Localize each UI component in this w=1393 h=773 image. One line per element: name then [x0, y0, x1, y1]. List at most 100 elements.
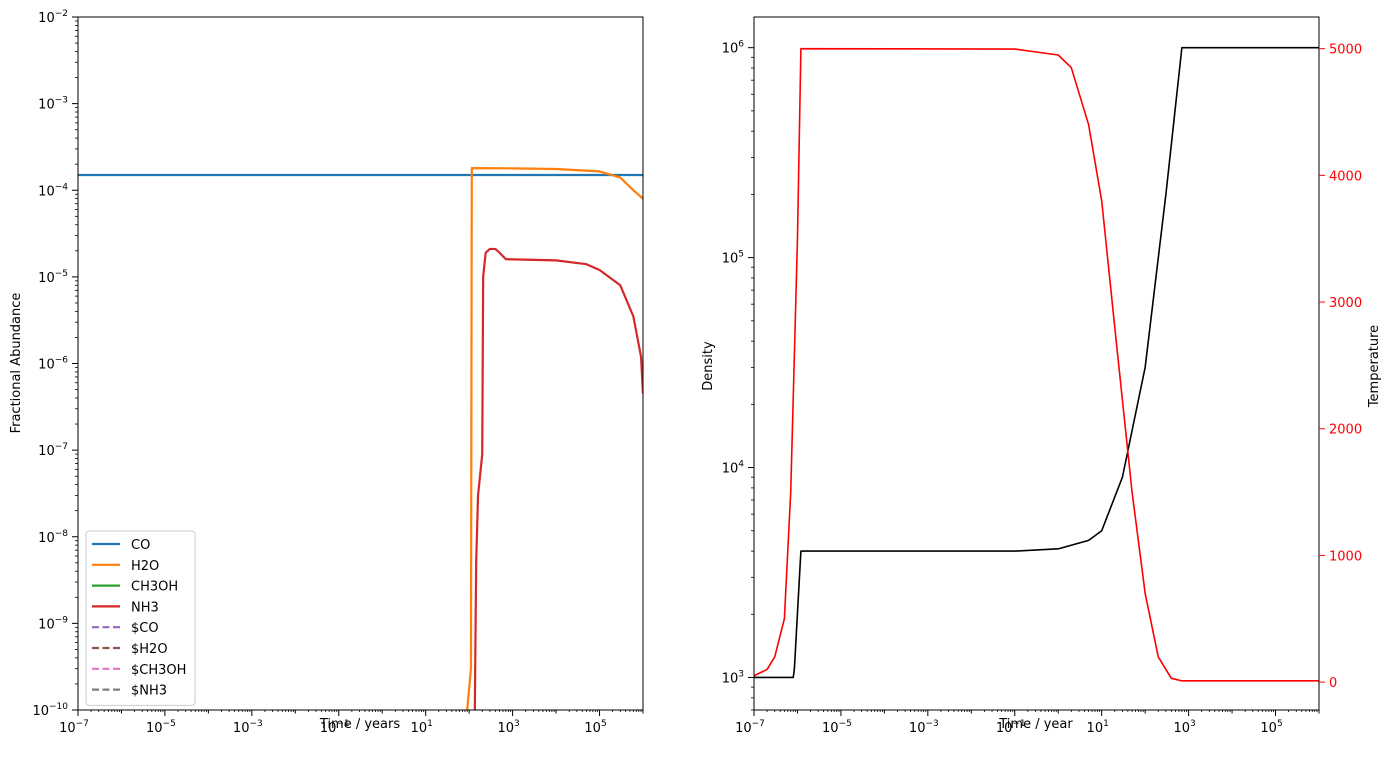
x-tick-label-base: 10	[822, 721, 839, 736]
y-tick-label-base: 10	[38, 444, 55, 459]
x-tick-label-exponent: 1	[1103, 719, 1109, 729]
x-tick-label: 101	[411, 719, 433, 736]
y-tick-label: 10−10	[32, 702, 68, 719]
legend-box	[85, 530, 196, 706]
series-line-density	[754, 46, 1319, 679]
x-tick-label-base: 10	[233, 721, 250, 736]
x-tick-label-base: 10	[909, 721, 926, 736]
legend-label: $NH3	[131, 684, 167, 699]
density-x-ticks: 10−7 10−5 10−3 10−1 101 103 105	[735, 710, 1320, 736]
abundance-chart: 10−7 10−5 10−3 10−1 101 103 105 10−1010−910−81…	[9, 9, 644, 736]
y-tick-label-base: 10	[38, 271, 55, 286]
x-tick-label: 10−3	[233, 719, 263, 736]
y-tick-label-exponent: −8	[55, 529, 69, 539]
y-tick-label-base: 10	[38, 98, 55, 113]
x-tick-label-base: 10	[1087, 721, 1104, 736]
y-tick-label-exponent: −3	[55, 96, 68, 106]
legend-label: CO	[131, 538, 150, 553]
x-tick-label: 10−7	[59, 719, 89, 736]
density-x-label: Time / year	[998, 717, 1073, 732]
x-tick-label: 105	[584, 719, 606, 736]
y-tick-label: 106	[722, 40, 745, 57]
x-tick-label: 10−5	[822, 719, 852, 736]
x-tick-label-exponent: 3	[514, 719, 520, 729]
y-tick-label-base: 10	[38, 184, 55, 199]
y-tick-label: 10−7	[38, 442, 68, 459]
x-tick-label-base: 10	[59, 721, 76, 736]
density-plot-frame	[753, 16, 1320, 711]
temperature-tick-label: 4000	[1329, 169, 1362, 184]
x-tick-label-base: 10	[1173, 721, 1190, 736]
x-tick-label: 103	[497, 719, 519, 736]
y-tick-label-exponent: −9	[55, 615, 69, 625]
legend-label: $CH3OH	[131, 663, 186, 678]
x-tick-label-base: 10	[584, 721, 601, 736]
series-line-nh3	[473, 247, 643, 710]
abundance-x-ticks: 10−7 10−5 10−3 10−1 101 103 105	[59, 710, 644, 736]
y-tick-label-base: 10	[38, 11, 55, 26]
y-tick-label-exponent: −10	[49, 702, 68, 712]
x-tick-label-exponent: −1	[1012, 719, 1025, 729]
legend-label: H2O	[131, 559, 159, 574]
x-tick-label: 10−1	[320, 719, 350, 736]
x-tick-label-exponent: −5	[839, 719, 852, 729]
y-tick-label-exponent: −6	[55, 356, 69, 366]
legend-label: CH3OH	[131, 580, 178, 595]
y-tick-label: 103	[722, 669, 744, 686]
x-tick-label: 10−3	[909, 719, 939, 736]
x-tick-label-exponent: −1	[336, 719, 349, 729]
x-tick-label-exponent: −7	[752, 719, 765, 729]
abundance-series-group	[78, 167, 643, 710]
abundance-y-label: Fractional Abundance	[9, 293, 24, 434]
x-tick-label-base: 10	[996, 721, 1013, 736]
y-tick-label-base: 10	[722, 252, 739, 267]
temperature-tick-label: 2000	[1329, 423, 1362, 438]
y-tick-label-exponent: −2	[55, 9, 68, 19]
y-tick-label-base: 10	[38, 358, 55, 373]
x-tick-label: 103	[1173, 719, 1195, 736]
y-tick-label-base: 10	[722, 42, 739, 57]
temperature-y-label: Temperature	[1367, 325, 1382, 408]
x-tick-label-exponent: −3	[925, 719, 938, 729]
y-tick-label-base: 10	[38, 531, 55, 546]
y-tick-label-exponent: −5	[55, 269, 68, 279]
y-tick-label: 10−3	[38, 96, 68, 113]
y-tick-label-base: 10	[38, 617, 55, 632]
density-y-label: Density	[701, 341, 716, 391]
x-tick-label: 101	[1087, 719, 1109, 736]
x-tick-label-exponent: −3	[249, 719, 262, 729]
x-tick-label: 10−5	[146, 719, 176, 736]
temperature-y-ticks: 0 1000 2000 3000 4000 5000	[1319, 43, 1362, 691]
x-tick-label-exponent: −7	[76, 719, 89, 729]
x-tick-label-exponent: −5	[163, 719, 176, 729]
x-tick-label: 105	[1260, 719, 1282, 736]
y-tick-label-exponent: −7	[55, 442, 68, 452]
temperature-tick-label: 1000	[1329, 549, 1362, 564]
y-tick-label: 105	[722, 250, 744, 267]
legend-label: NH3	[131, 600, 159, 615]
y-tick-label: 10−4	[38, 182, 68, 199]
y-tick-label: 10−8	[38, 529, 68, 546]
x-tick-label-base: 10	[411, 721, 428, 736]
series-line-temperature	[754, 47, 1319, 682]
temperature-tick-label: 3000	[1329, 296, 1362, 311]
abundance-x-label: Time / years	[319, 717, 400, 732]
y-tick-label-base: 10	[32, 704, 49, 719]
y-tick-label-exponent: 3	[738, 669, 744, 679]
y-tick-label-exponent: 5	[738, 250, 744, 260]
y-tick-label-exponent: 4	[738, 460, 744, 470]
series-line-h2o	[466, 167, 643, 710]
x-tick-label-exponent: 1	[427, 719, 433, 729]
x-tick-label-base: 10	[146, 721, 163, 736]
x-tick-label-base: 10	[1260, 721, 1277, 736]
y-tick-label: 10−2	[38, 9, 68, 26]
density-temperature-series-group	[754, 46, 1319, 682]
abundance-legend: CO H2O CH3OH NH3 $CO $H2O $CH3OH $NH3	[85, 530, 196, 706]
x-tick-label-base: 10	[497, 721, 514, 736]
y-tick-label-exponent: −4	[55, 182, 69, 192]
y-tick-label: 10−6	[38, 356, 68, 373]
